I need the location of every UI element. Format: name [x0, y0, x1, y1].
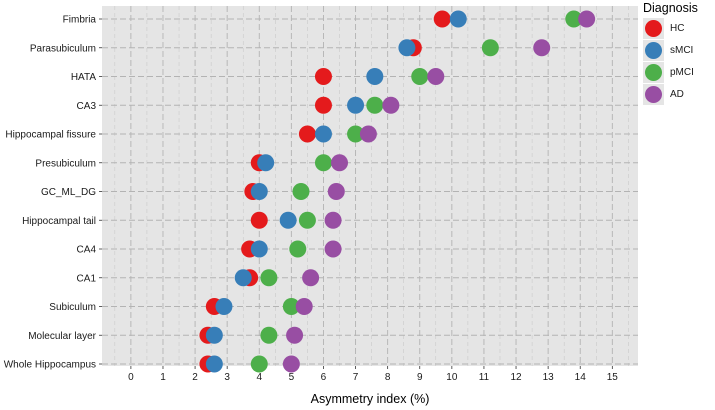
point-pmci: [366, 96, 384, 114]
point-ad: [382, 96, 400, 114]
legend-label: HC: [670, 22, 685, 34]
point-ad: [286, 326, 304, 344]
point-pmci: [282, 298, 300, 315]
point-smci: [398, 39, 416, 57]
point-hc: [298, 125, 316, 143]
legend-items: HC sMCI pMCI AD: [643, 17, 713, 105]
point-pmci: [314, 154, 332, 172]
x-tick-label: 0: [128, 372, 134, 383]
point-smci: [279, 211, 297, 229]
legend-key: [643, 61, 664, 83]
point-smci: [205, 326, 223, 344]
legend-key: [643, 39, 664, 61]
y-tick-label: HATA: [71, 72, 97, 83]
legend-dot: [645, 85, 662, 103]
point-ad: [327, 183, 345, 200]
x-tick-label: 11: [479, 372, 490, 383]
y-tick-label: Parasubiculum: [30, 43, 96, 54]
point-smci: [205, 355, 223, 373]
legend-label: AD: [670, 88, 684, 100]
point-smci: [250, 240, 268, 258]
point-ad: [578, 10, 596, 28]
point-smci: [250, 183, 268, 200]
x-tick-label: 13: [543, 372, 555, 383]
point-pmci: [250, 355, 268, 373]
x-tick-label: 3: [224, 372, 230, 383]
point-smci: [449, 10, 467, 28]
point-ad: [533, 39, 551, 57]
y-tick-label: CA3: [77, 101, 97, 112]
point-ad: [359, 125, 377, 143]
point-hc: [314, 96, 332, 114]
legend-item: pMCI: [643, 61, 713, 83]
y-tick-label: Hippocampal fissure: [5, 130, 96, 141]
x-tick-label: 4: [256, 372, 262, 383]
y-tick-label: Subiculum: [49, 302, 96, 313]
legend-key: [643, 17, 664, 39]
x-axis: 0 1 2 3 4 5 6 7 8 9 10 11 12 13 14 15: [128, 366, 618, 383]
point-hc: [250, 211, 268, 229]
y-tick-label: CA1: [77, 273, 97, 284]
point-ad: [331, 154, 349, 172]
point-smci: [257, 154, 275, 172]
x-tick-label: 10: [446, 372, 458, 383]
legend-dot: [645, 19, 662, 37]
y-tick-label: GC_ML_DG: [41, 187, 96, 198]
y-tick-label: Molecular layer: [28, 331, 96, 342]
x-tick-label: 2: [192, 372, 198, 383]
x-tick-label: 1: [160, 372, 166, 383]
x-tick-label: 12: [510, 372, 522, 383]
legend-item: AD: [643, 83, 713, 105]
legend-dot: [645, 41, 662, 59]
x-tick-label: 8: [385, 372, 391, 383]
point-pmci: [292, 183, 310, 200]
y-tick-label: Hippocampal tail: [22, 216, 96, 227]
legend-item: HC: [643, 17, 713, 39]
legend: Diagnosis HC sMCI pMCI AD: [643, 1, 713, 105]
legend-title: Diagnosis: [643, 1, 698, 15]
plot-panel: [102, 6, 638, 366]
point-smci: [215, 298, 233, 315]
data-points: [199, 10, 596, 373]
point-smci: [366, 68, 384, 85]
x-tick-label: 14: [575, 372, 587, 383]
point-pmci: [481, 39, 499, 57]
y-tick-label: Fimbria: [63, 15, 97, 26]
point-pmci: [289, 240, 307, 258]
point-ad: [324, 211, 342, 229]
x-tick-label: 5: [289, 372, 295, 383]
point-smci: [314, 125, 332, 143]
point-pmci: [411, 68, 429, 85]
legend-key: [643, 83, 664, 105]
point-ad: [324, 240, 342, 258]
grid: [102, 6, 638, 366]
x-tick-label: 15: [607, 372, 619, 383]
point-pmci: [298, 211, 316, 229]
y-tick-label: CA4: [77, 245, 97, 256]
point-ad: [302, 269, 320, 287]
x-tick-label: 7: [353, 372, 359, 383]
legend-label: sMCI: [670, 44, 694, 56]
legend-dot: [645, 63, 662, 81]
point-smci: [234, 269, 252, 287]
x-tick-label: 9: [417, 372, 423, 383]
y-tick-label: Whole Hippocampus: [4, 360, 96, 371]
point-ad: [427, 68, 445, 85]
point-pmci: [260, 269, 278, 287]
point-pmci: [260, 326, 278, 344]
point-pmci: [565, 10, 583, 28]
y-axis: Fimbria Parasubiculum HATA CA3 Hippocampal f…: [4, 15, 102, 371]
point-ad: [282, 355, 300, 373]
point-hc: [314, 68, 332, 85]
point-hc: [433, 10, 451, 28]
x-axis-title: Asymmetry index (%): [311, 392, 430, 406]
y-tick-label: Presubiculum: [35, 158, 96, 169]
x-tick-label: 6: [321, 372, 327, 383]
point-smci: [347, 96, 365, 114]
legend-label: pMCI: [670, 66, 694, 78]
legend-item: sMCI: [643, 39, 713, 61]
point-ad: [295, 298, 313, 315]
point-pmci: [347, 125, 365, 143]
